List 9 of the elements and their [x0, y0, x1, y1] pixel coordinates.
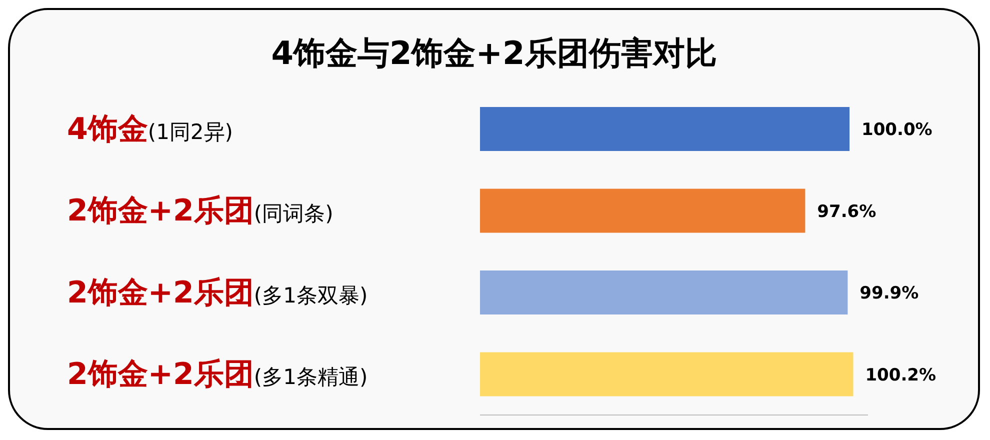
chart-title: 4饰金与2饰金+2乐团伤害对比	[270, 33, 718, 74]
y-tick-label: 2饰金+2乐团(多1条双暴)	[67, 275, 368, 310]
y-tick-label: 2饰金+2乐团(同词条)	[67, 194, 334, 229]
y-tick-label: 4饰金(1同2异)	[67, 112, 233, 147]
data-label: 100.0%	[862, 120, 932, 140]
data-label: 97.6%	[817, 202, 876, 222]
y-tick-label: 2饰金+2乐团(多1条精通)	[67, 357, 368, 392]
data-label: 99.9%	[860, 284, 919, 304]
data-label: 100.2%	[865, 365, 936, 386]
